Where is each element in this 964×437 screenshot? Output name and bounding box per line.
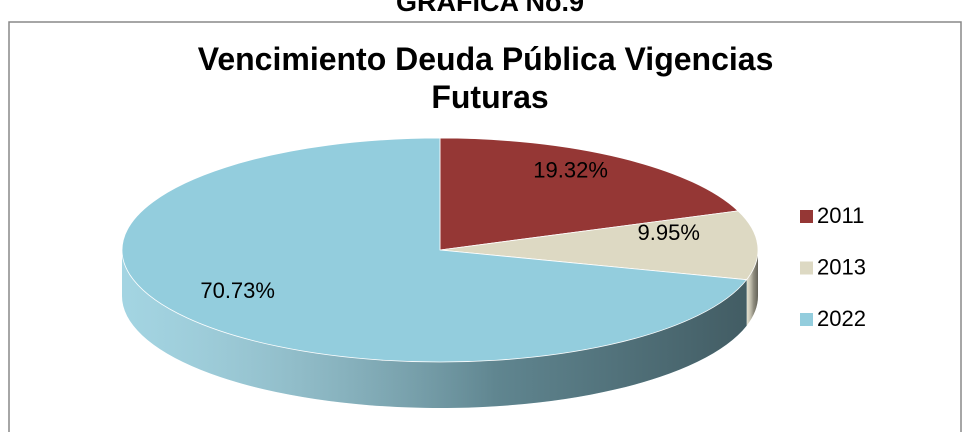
chart-title-line: Futuras [431,79,548,115]
chart-title-line: Vencimiento Deuda Pública Vigencias [198,41,774,77]
data-label: 19.32% [533,158,608,183]
slice-side-shade [122,250,747,409]
legend: 2011 2013 2022 [800,203,866,331]
data-label: 70.73% [200,278,275,303]
slice [121,137,748,363]
legend-label: 2011 [817,203,864,228]
legend-label: 2013 [817,254,866,279]
chart-title: Vencimiento Deuda Pública Vigencias Futu… [198,41,783,115]
legend-swatch [800,210,813,223]
legend-swatch [800,261,813,275]
legend-swatch [800,313,813,326]
legend-label: 2022 [817,306,866,331]
slice-side-shade [746,250,758,326]
slice [439,210,759,281]
pie: 19.32% 9.95% 70.73% [121,137,759,409]
page-heading: GRAFICA No.9 [396,0,584,17]
slice [439,137,739,251]
data-label: 9.95% [638,220,700,245]
